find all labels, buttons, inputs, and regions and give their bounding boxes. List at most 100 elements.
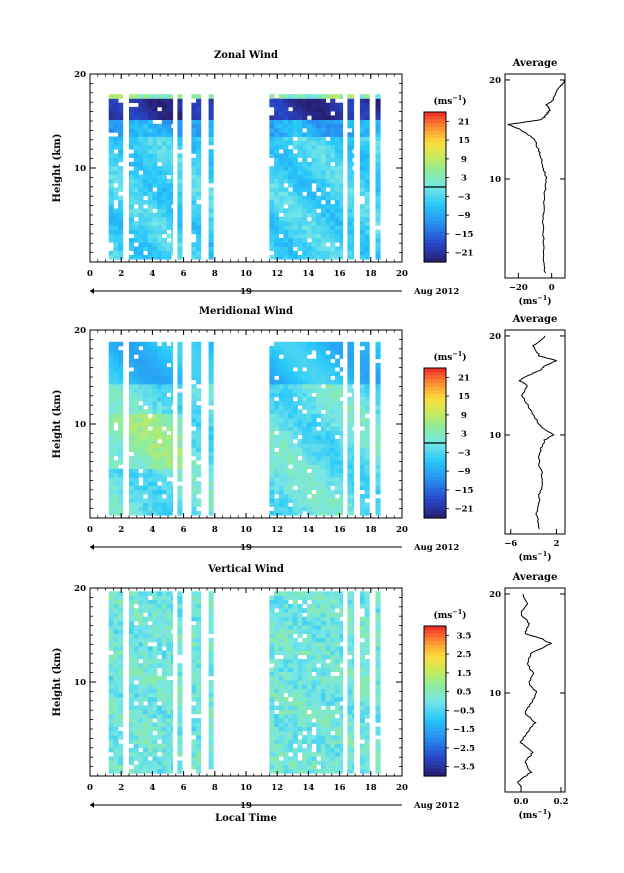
heatmap-cell [208,498,214,503]
heatmap-cell [152,246,158,252]
heatmap-cell [129,434,135,440]
heatmap-cell [152,599,158,605]
heatmap-cell [118,654,124,660]
heatmap-cell [129,362,135,368]
heatmap-cell [152,485,158,491]
heatmap-cell [320,637,326,643]
heatmap-cell [320,401,326,406]
heatmap-cell [325,709,331,715]
heatmap-cell [311,346,317,351]
heatmap-cell [108,128,114,133]
heatmap-cell [147,178,153,184]
heatmap-cell [347,229,353,235]
heatmap-cell [359,510,365,516]
heatmap-cell [191,371,197,376]
heatmap-cell [334,718,340,723]
y-tick-label: 20 [74,70,86,80]
heatmap-cell [171,170,174,175]
colorbar-segment [424,213,446,218]
heatmap-cell [283,612,289,617]
heatmap-cell [297,362,303,368]
heatmap-cell [166,599,172,605]
heatmap-cell [108,123,114,129]
heatmap-cell [133,250,139,256]
heatmap-cell [330,409,336,414]
heatmap-cell [113,743,119,749]
heatmap-cell [278,409,284,414]
heatmap-cell [171,502,174,508]
heatmap-cell [274,140,280,146]
heatmap-cell [359,714,365,719]
heatmap-cell [177,709,183,715]
heatmap-cell [161,439,167,444]
heatmap-cell [177,238,183,243]
heatmap-cell [157,697,163,702]
heatmap-cell [352,688,355,694]
heatmap-cell [330,612,336,617]
heatmap-cell [113,430,119,436]
heatmap-cell [191,680,197,685]
heatmap-cell [166,153,172,158]
heatmap-cell [325,384,331,389]
heatmap-cell [364,216,370,222]
heatmap-cell [334,739,340,744]
heatmap-cell [113,595,119,601]
heatmap-cell [143,102,149,108]
heatmap-cell [334,123,340,129]
heatmap-cell [325,204,331,209]
heatmap-cell [147,216,153,222]
heatmap-cell [320,709,326,715]
heatmap-cell [147,242,153,247]
heatmap-cell [283,136,289,142]
heatmap-cell [133,132,139,137]
heatmap-cell [177,472,183,478]
heatmap-cell [330,769,336,774]
heatmap-cell [177,379,183,385]
heatmap-cell [364,195,370,201]
heatmap-cell [320,145,326,150]
heatmap-cell [177,417,183,423]
heatmap-cell [269,684,275,689]
heatmap-cell [269,434,275,440]
heatmap-cell [320,204,326,209]
heatmap-cell [152,663,158,668]
heatmap-cell [278,714,284,719]
heatmap-cell [297,680,303,685]
heatmap-cell [306,350,312,355]
heatmap-cell [133,178,139,184]
heatmap-cell [288,747,294,753]
heatmap-cell [143,705,149,711]
heatmap-cell [113,140,119,146]
heatmap-cell [288,350,294,355]
heatmap-cell [311,422,317,427]
heatmap-cell [359,174,365,180]
heatmap-cell [311,405,317,410]
heatmap-cell [316,730,322,736]
heatmap-cell [311,233,317,239]
heatmap-cell [325,161,331,167]
heatmap-cell [339,132,344,137]
heatmap-cell [320,216,326,222]
heatmap-cell [325,650,331,656]
heatmap-cell [316,358,322,364]
heatmap-cell [108,684,114,689]
heatmap-cell [113,510,119,516]
y-tick-label: 20 [74,326,86,336]
heatmap-cell [118,489,124,495]
heatmap-cell [147,697,153,702]
heatmap-cell [196,341,202,347]
heatmap-cell [138,166,144,171]
heatmap-cell [306,111,312,116]
heatmap-cell [147,417,153,423]
heatmap-cell [352,510,355,516]
heatmap-cell [320,250,326,256]
heatmap-cell [288,174,294,180]
heatmap-cell [133,157,139,163]
heatmap-cell [166,451,172,457]
heatmap-cell [143,456,149,461]
heatmap-cell [359,166,365,171]
heatmap-cell [306,506,312,512]
heatmap-cell [196,250,202,256]
heatmap-cell [161,684,167,689]
heatmap-cell [283,422,289,427]
